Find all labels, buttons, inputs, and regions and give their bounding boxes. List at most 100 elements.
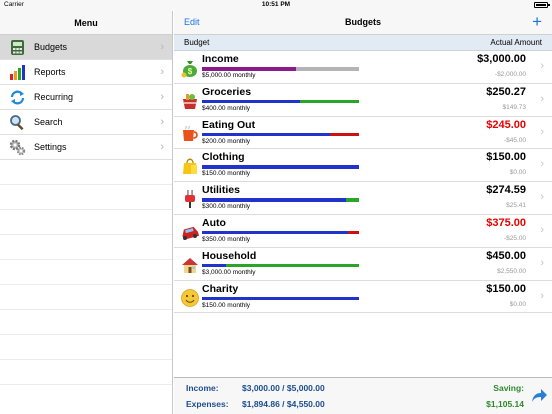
sidebar-empty-area <box>0 160 172 385</box>
budget-name: Groceries <box>202 85 252 98</box>
sidebar-item-budgets[interactable]: Budgets › <box>0 35 172 60</box>
actual-amount: $3,000.00 <box>477 53 526 65</box>
summary-footer: Income: $3,000.00 / $5,000.00 Expenses: … <box>174 377 552 414</box>
share-arrow-icon[interactable] <box>530 387 548 405</box>
budget-name: Income <box>202 53 239 65</box>
budget-name: Utilities <box>202 184 240 197</box>
budget-limit: $3,000.00 monthly <box>202 268 256 276</box>
empty-row <box>0 210 172 235</box>
search-icon <box>9 114 26 131</box>
budget-progress-spent <box>202 165 359 169</box>
budget-progress-bar <box>202 99 359 104</box>
budget-difference: $0.00 <box>509 169 526 177</box>
budget-difference: $0.00 <box>509 300 526 308</box>
actual-amount: $150.00 <box>486 151 526 164</box>
plug-icon <box>180 189 200 209</box>
budget-row-clothing[interactable]: Clothing $150.00 monthly $150.00 $0.00 › <box>174 149 552 183</box>
main-panel: Edit Budgets + Budget Actual Amount $ Inc… <box>174 11 552 414</box>
actual-amount: $250.27 <box>486 85 526 98</box>
moneybag-icon: $ <box>180 58 200 78</box>
sidebar-item-label: Search <box>34 117 63 127</box>
empty-row <box>0 285 172 310</box>
budget-row-eating-out[interactable]: Eating Out $200.00 monthly $245.00 -$45.00 › <box>174 117 552 150</box>
sidebar-title: Menu <box>0 11 172 35</box>
chevron-right-icon: › <box>160 66 164 78</box>
sidebar-item-settings[interactable]: Settings › <box>0 135 172 160</box>
budget-progress-spent <box>202 263 226 268</box>
budget-row-income[interactable]: $ Income $5,000.00 monthly $3,000.00 -$2,000… <box>174 51 552 84</box>
budget-list: $ Income $5,000.00 monthly $3,000.00 -$2,000… <box>174 51 552 314</box>
actual-amount: $450.00 <box>486 249 526 262</box>
expenses-summary-value: $1,894.86 / $4,550.00 <box>242 399 325 409</box>
saving-value: $1,105.14 <box>486 399 524 409</box>
clock: 10:51 PM <box>261 1 291 8</box>
sidebar-item-recurring[interactable]: Recurring › <box>0 85 172 110</box>
groceries-icon <box>180 91 200 111</box>
empty-row <box>0 185 172 210</box>
sidebar-item-search[interactable]: Search › <box>0 110 172 135</box>
budget-progress-spent <box>202 230 349 235</box>
chevron-right-icon: › <box>160 116 164 128</box>
budgets-icon <box>9 39 26 56</box>
chevron-right-icon: › <box>540 223 544 236</box>
budget-limit: $150.00 monthly <box>202 301 251 309</box>
house-icon <box>180 255 200 275</box>
coffee-cup-icon <box>180 124 200 144</box>
budget-limit: $200.00 monthly <box>202 137 251 145</box>
budget-row-household[interactable]: Household $3,000.00 monthly $450.00 $2,550.… <box>174 248 552 281</box>
chevron-right-icon: › <box>540 256 544 269</box>
budget-limit: $400.00 monthly <box>202 104 251 112</box>
budget-difference: -$25.00 <box>503 234 526 242</box>
settings-icon <box>9 139 26 156</box>
column-header: Budget Actual Amount <box>174 35 552 51</box>
budget-difference: $2,550.00 <box>497 267 526 275</box>
empty-row <box>0 310 172 335</box>
budget-name: Clothing <box>202 151 245 164</box>
budget-name: Auto <box>202 216 226 229</box>
smiley-icon <box>180 288 200 308</box>
budget-limit: $300.00 monthly <box>202 203 251 211</box>
budget-progress-bar <box>202 132 359 137</box>
budget-limit: $5,000.00 monthly <box>202 72 256 79</box>
budget-progress-bar <box>202 263 359 268</box>
sidebar-item-label: Recurring <box>34 92 74 102</box>
shopping-bag-icon <box>180 156 200 176</box>
battery-icon <box>534 2 550 8</box>
income-summary-label: Income: <box>186 383 219 393</box>
chevron-right-icon: › <box>540 60 544 72</box>
recurring-icon <box>9 89 26 106</box>
sidebar-item-reports[interactable]: Reports › <box>0 60 172 85</box>
carrier-label: Carrier <box>4 1 24 8</box>
page-title: Budgets <box>345 17 381 27</box>
actual-amount-column-label: Actual Amount <box>490 38 542 47</box>
budget-progress-bar <box>202 165 359 169</box>
add-button[interactable]: + <box>532 12 542 31</box>
budget-column-label: Budget <box>184 38 210 47</box>
budget-progress-spent <box>202 67 297 71</box>
budget-row-utilities[interactable]: Utilities $300.00 monthly $274.59 $25.41 › <box>174 182 552 215</box>
budget-progress-spent <box>202 99 301 104</box>
saving-label: Saving: <box>493 383 524 393</box>
budget-name: Eating Out <box>202 118 256 131</box>
budget-progress-spent <box>202 296 359 301</box>
actual-amount: $375.00 <box>486 216 526 229</box>
empty-row <box>0 235 172 260</box>
budget-name: Charity <box>202 282 239 295</box>
budget-progress-bar <box>202 198 359 202</box>
empty-row <box>0 160 172 185</box>
budget-row-charity[interactable]: Charity $150.00 monthly $150.00 $0.00 › <box>174 281 552 314</box>
sidebar-item-label: Budgets <box>34 42 68 52</box>
chevron-right-icon: › <box>540 158 544 171</box>
budget-row-groceries[interactable]: Groceries $400.00 monthly $250.27 $149.73 › <box>174 84 552 117</box>
budget-name: Household <box>202 249 257 262</box>
chevron-right-icon: › <box>540 92 544 105</box>
chevron-right-icon: › <box>540 191 544 204</box>
edit-button[interactable]: Edit <box>184 17 200 27</box>
budget-difference: -$2,000.00 <box>494 71 526 78</box>
budget-progress-spent <box>202 198 346 202</box>
budget-row-auto[interactable]: Auto $350.00 monthly $375.00 -$25.00 › <box>174 215 552 248</box>
budget-difference: $25.41 <box>506 202 526 210</box>
actual-amount: $245.00 <box>486 118 526 131</box>
svg-text:$: $ <box>188 67 193 76</box>
budget-limit: $150.00 monthly <box>202 170 251 178</box>
